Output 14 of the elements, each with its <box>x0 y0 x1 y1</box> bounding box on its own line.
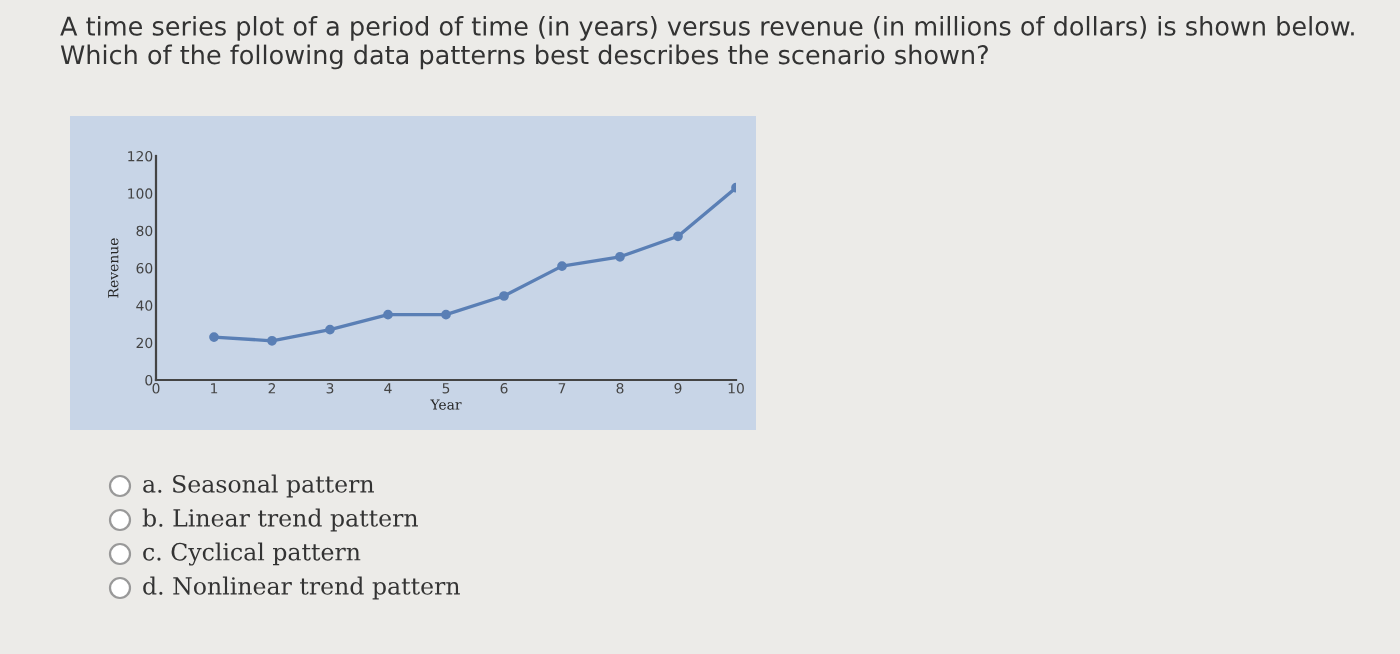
point <box>209 332 219 342</box>
point <box>325 324 335 335</box>
point <box>499 291 509 301</box>
text: d. Nonlinear trend pattern <box>143 576 460 600</box>
point <box>673 231 683 242</box>
text: b. Linear trend pattern <box>142 508 418 532</box>
point <box>557 261 567 271</box>
text: c. Cyclical pattern <box>143 542 361 566</box>
text: a. Seasonal pattern <box>143 474 374 498</box>
point <box>267 335 277 346</box>
chart-title: A time series plot of a period of time (in years) versus revenue (in millions of dollars) is shown below. Which of the following data patterns best describes the scenario shown? <box>60 16 1354 70</box>
point <box>383 309 393 320</box>
point <box>441 309 451 320</box>
point <box>615 251 625 262</box>
